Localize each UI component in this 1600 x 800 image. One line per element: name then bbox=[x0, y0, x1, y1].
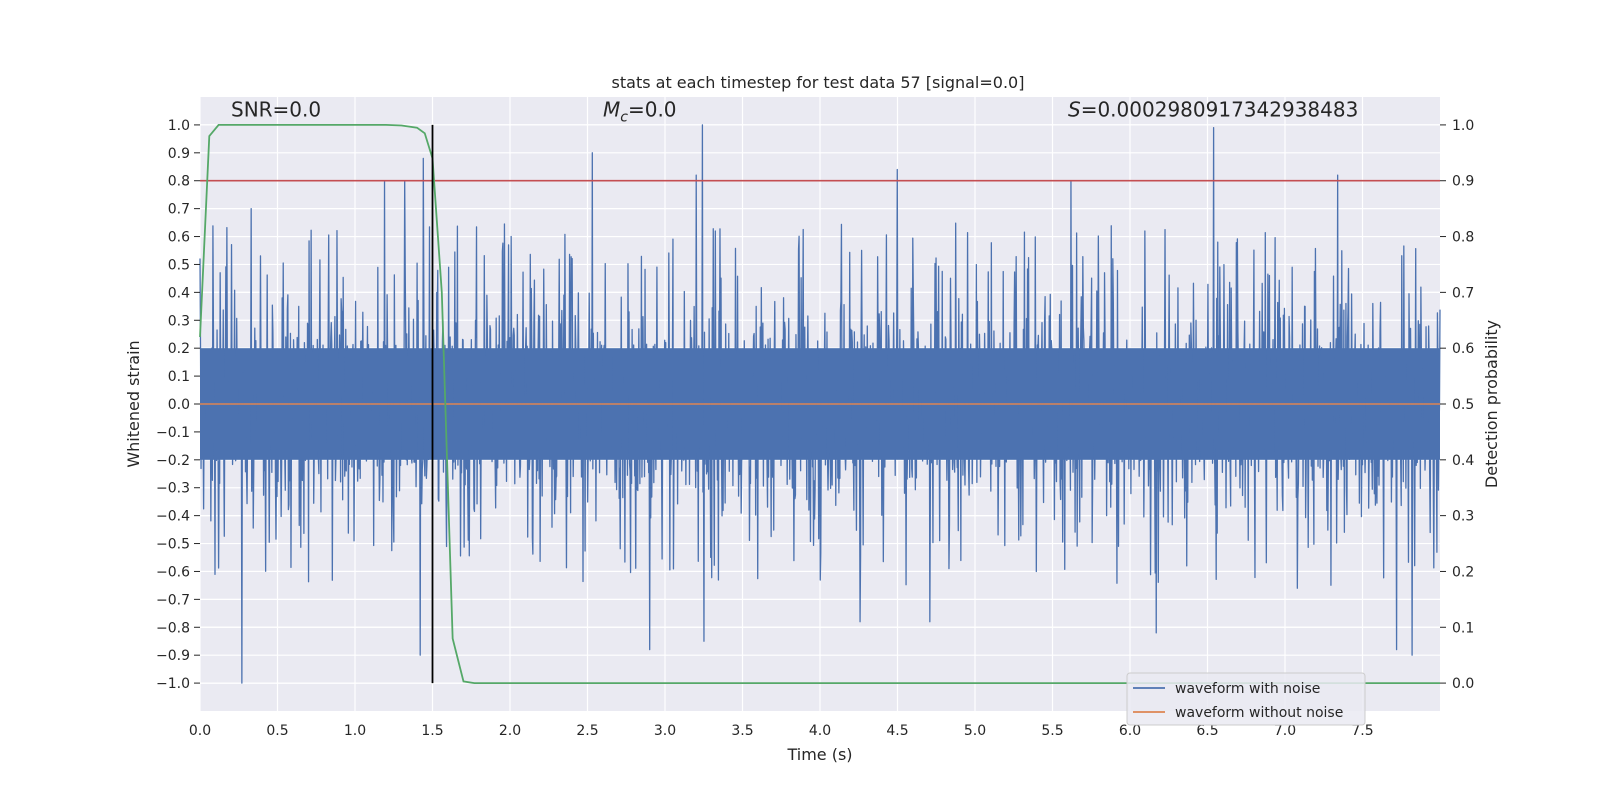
y2-tick-label: 0.4 bbox=[1452, 453, 1474, 469]
x-tick-label: 4.0 bbox=[809, 723, 831, 739]
x-tick-label: 3.5 bbox=[731, 723, 753, 739]
y-tick-label: −0.4 bbox=[156, 509, 190, 525]
y-axis-label: Whitened strain bbox=[124, 340, 143, 467]
y-tick-label: 0.7 bbox=[168, 202, 190, 218]
x-tick-label: 1.0 bbox=[344, 723, 366, 739]
y2-tick-label: 0.5 bbox=[1452, 397, 1474, 413]
y-tick-label: 0.8 bbox=[168, 174, 190, 190]
y-axis-ticks: 1.0 0.9 0.8 0.7 0.6 0.5 0.4 0.3 0.2 0.1 0.0 −0.1 −0.… bbox=[156, 118, 200, 692]
y-tick-label: 0.1 bbox=[168, 369, 190, 385]
y-tick-label: 0.3 bbox=[168, 313, 190, 329]
y2-tick-label: 0.6 bbox=[1452, 341, 1474, 357]
y-tick-label: −0.1 bbox=[156, 425, 190, 441]
legend: waveform with noise waveform without nois… bbox=[1126, 672, 1366, 726]
annotation-2: S=0.0002980917342938483 bbox=[1068, 98, 1358, 122]
y2-tick-label: 0.7 bbox=[1452, 285, 1474, 301]
legend-entry: waveform with noise bbox=[1175, 681, 1320, 697]
x-tick-label: 2.5 bbox=[576, 723, 598, 739]
x-tick-label: 6.0 bbox=[1119, 723, 1141, 739]
y2-tick-label: 0.8 bbox=[1452, 230, 1474, 246]
annotation-0: SNR=0.0 bbox=[231, 98, 321, 122]
x-tick-label: 7.5 bbox=[1351, 723, 1373, 739]
legend-box bbox=[1126, 672, 1366, 726]
x-tick-label: 6.5 bbox=[1196, 723, 1218, 739]
x-tick-label: 5.0 bbox=[964, 723, 986, 739]
legend-entry: waveform without noise bbox=[1175, 705, 1343, 721]
y-tick-label: 0.0 bbox=[168, 397, 190, 413]
x-tick-label: 4.5 bbox=[886, 723, 908, 739]
y-tick-label: −0.2 bbox=[156, 453, 190, 469]
y2-tick-label: 0.0 bbox=[1452, 676, 1474, 692]
x-tick-label: 7.0 bbox=[1274, 723, 1296, 739]
y2-tick-label: 0.1 bbox=[1452, 620, 1474, 636]
x-axis-label: Time (s) bbox=[786, 745, 852, 764]
x-tick-label: 5.5 bbox=[1041, 723, 1063, 739]
y2-axis-ticks: 1.0 0.9 0.8 0.7 0.6 0.5 0.4 0.3 0.2 0.1 0.0 bbox=[1440, 118, 1474, 692]
y-tick-label: −0.7 bbox=[156, 592, 190, 608]
annotations: SNR=0.0 Mc=0.0 S=0.0002980917342938483 bbox=[231, 98, 1358, 126]
y2-tick-label: 0.3 bbox=[1452, 509, 1474, 525]
y2-tick-label: 0.2 bbox=[1452, 564, 1474, 580]
y-tick-label: 0.9 bbox=[168, 146, 190, 162]
y-tick-label: 0.4 bbox=[168, 285, 190, 301]
y-tick-label: 1.0 bbox=[168, 118, 190, 134]
y2-tick-label: 0.9 bbox=[1452, 174, 1474, 190]
y-tick-label: 0.2 bbox=[168, 341, 190, 357]
y-tick-label: −0.9 bbox=[156, 648, 190, 664]
x-tick-label: 0.0 bbox=[189, 723, 211, 739]
annotation-1: Mc=0.0 bbox=[603, 98, 677, 126]
y-tick-label: −0.3 bbox=[156, 481, 190, 497]
y-tick-label: −0.6 bbox=[156, 564, 190, 580]
y2-axis-label: Detection probability bbox=[1482, 320, 1501, 488]
chart-title: stats at each timestep for test data 57 … bbox=[612, 73, 1025, 92]
y-tick-label: −0.5 bbox=[156, 537, 190, 553]
series-waveform-with-noise bbox=[199, 124, 1441, 684]
x-tick-label: 2.0 bbox=[499, 723, 521, 739]
y-tick-label: 0.6 bbox=[168, 230, 190, 246]
x-axis-ticks: 0.0 0.5 1.0 1.5 2.0 2.5 3.0 3.5 4.0 4.5 5.0 5.5 6.0 6… bbox=[189, 723, 1374, 739]
y-tick-label: −1.0 bbox=[156, 676, 190, 692]
x-tick-label: 1.5 bbox=[421, 723, 443, 739]
series-layer bbox=[199, 124, 1441, 684]
y-tick-label: −0.8 bbox=[156, 620, 190, 636]
y2-tick-label: 1.0 bbox=[1452, 118, 1474, 134]
y-tick-label: 0.5 bbox=[168, 257, 190, 273]
x-tick-label: 0.5 bbox=[266, 723, 288, 739]
x-tick-label: 3.0 bbox=[654, 723, 676, 739]
